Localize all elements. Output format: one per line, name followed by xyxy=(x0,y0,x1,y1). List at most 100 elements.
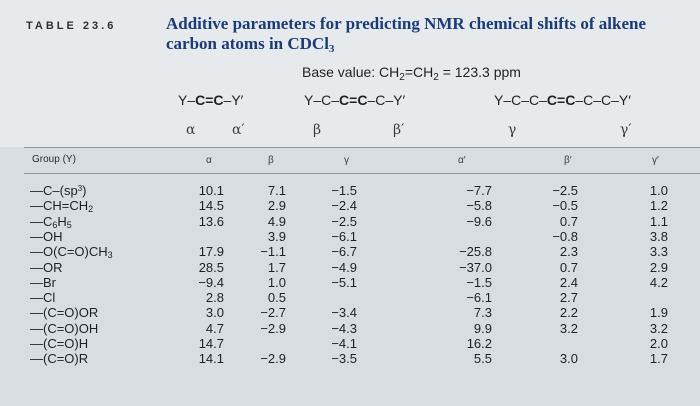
group-cell: —C–(sp3) xyxy=(30,183,86,198)
group-cell: —(C=O)R xyxy=(30,351,88,366)
value-cell: 1.0 xyxy=(267,274,286,290)
value-cell: 4.7 xyxy=(205,320,224,336)
value-cell: 3.9 xyxy=(267,228,286,244)
table-title: Additive parameters for predicting NMR c… xyxy=(166,14,686,55)
title-line-2: carbon atoms in CDCl xyxy=(166,34,329,53)
group-text-base: —(C=O)OR xyxy=(30,305,99,321)
value-cell: −5.8 xyxy=(466,198,492,214)
value-cell: −2.9 xyxy=(260,320,286,336)
table-row: —Br −9.4 1.0 −5.1 −1.5 2.4 4.2 xyxy=(0,274,700,290)
value-cell: 1.7 xyxy=(267,259,286,275)
value-cell: 1.0 xyxy=(649,183,668,198)
table-row: —(C=O)OR 3.0 −2.7 −3.4 7.3 2.2 1.9 xyxy=(0,305,700,321)
value-cell: −9.4 xyxy=(198,274,224,290)
s3-post: –C–C–Y′ xyxy=(575,92,631,108)
base-prefix: Base value: CH xyxy=(302,64,400,80)
table-row: —(C=O)R 14.1 −2.9 −3.5 5.5 3.0 1.7 xyxy=(0,351,700,367)
group-text-mid: H xyxy=(57,213,67,229)
value-cell: −4.1 xyxy=(331,336,357,351)
structure-1: Y–C=C–Y′ xyxy=(178,92,243,108)
s1-post: –Y′ xyxy=(223,92,244,108)
value-cell: −4.9 xyxy=(331,259,357,275)
value-cell: 2.8 xyxy=(205,290,224,306)
value-cell: −5.1 xyxy=(331,274,357,290)
value-cell: −37.0 xyxy=(459,259,492,275)
value-cell: 3.0 xyxy=(559,351,578,367)
table-row: —OH 3.9 −6.1 −0.8 3.8 xyxy=(0,228,700,244)
value-cell: −2.9 xyxy=(260,351,286,367)
group-cell: —OH xyxy=(30,229,63,244)
value-cell: −9.6 xyxy=(466,213,492,229)
column-head-beta-prime: β′ xyxy=(564,155,572,166)
value-cell: 7.3 xyxy=(473,305,492,321)
base-sub-2: 2 xyxy=(433,72,439,83)
value-cell: 3.8 xyxy=(649,228,668,244)
value-cell: 28.5 xyxy=(198,259,224,275)
value-cell: −6.1 xyxy=(466,290,492,306)
value-cell: −3.4 xyxy=(331,305,357,321)
value-cell: 2.3 xyxy=(559,244,578,260)
value-cell: 2.4 xyxy=(559,274,578,290)
group-cell: —C6H5 xyxy=(30,213,72,230)
value-cell: −6.1 xyxy=(331,228,357,244)
column-head-alpha-prime: α′ xyxy=(458,155,466,166)
value-cell: −7.7 xyxy=(466,183,492,198)
greek-label-beta-prime: β′ xyxy=(393,122,405,138)
group-text-base: —C–(sp xyxy=(30,183,78,198)
group-cell: —OR xyxy=(30,260,63,275)
s2-pre: Y–C– xyxy=(304,92,340,108)
value-cell: 4.9 xyxy=(267,213,286,229)
value-cell: 2.9 xyxy=(267,198,286,214)
group-cell: —CH=CH2 xyxy=(30,198,93,214)
value-cell: 3.0 xyxy=(205,305,224,321)
group-cell: —(C=O)OH xyxy=(30,321,98,336)
value-cell: 0.7 xyxy=(559,213,578,229)
group-cell: —O(C=O)CH3 xyxy=(30,244,113,261)
value-cell: −1.1 xyxy=(260,244,286,260)
column-head-beta: β xyxy=(268,155,274,166)
greek-label-gamma: γ xyxy=(508,122,517,138)
table-row: —OR 28.5 1.7 −4.9 −37.0 0.7 2.9 xyxy=(0,259,700,275)
column-head-alpha: α xyxy=(206,155,212,166)
column-head-gamma-prime: γ′ xyxy=(652,155,659,166)
value-cell: −4.3 xyxy=(331,320,357,336)
table-row: —CH=CH2 14.5 2.9 −2.4 −5.8 −0.5 1.2 xyxy=(0,198,700,214)
value-cell: 1.2 xyxy=(649,198,668,214)
base-suffix: = 123.3 ppm xyxy=(438,64,521,80)
table-row: —C6H5 13.6 4.9 −2.5 −9.6 0.7 1.1 xyxy=(0,213,700,230)
value-cell: −2.5 xyxy=(331,213,357,229)
value-cell: 2.0 xyxy=(649,336,668,351)
group-text-sub2: 5 xyxy=(66,219,72,230)
value-cell: 0.5 xyxy=(267,290,286,306)
group-text-sub: 3 xyxy=(107,250,113,261)
value-cell: −2.7 xyxy=(260,305,286,321)
value-cell: −6.7 xyxy=(331,244,357,260)
value-cell: −0.8 xyxy=(552,228,578,244)
group-text-base: —(C=O)R xyxy=(30,351,89,367)
table-row: —O(C=O)CH3 17.9 −1.1 −6.7 −25.8 2.3 3.3 xyxy=(0,244,700,261)
structure-3: Y–C–C–C=C–C–C–Y′ xyxy=(494,92,631,108)
title-line-1: Additive parameters for predicting NMR c… xyxy=(166,14,647,33)
s2-post: –C–Y′ xyxy=(367,92,406,108)
group-text-base: —Br xyxy=(30,274,56,290)
structure-2: Y–C–C=C–C–Y′ xyxy=(304,92,405,108)
table-header xyxy=(0,0,700,147)
value-cell: 9.9 xyxy=(473,320,492,336)
table-row: —(C=O)H 14.7 −4.1 16.2 2.0 xyxy=(0,336,700,351)
group-cell: —(C=O)OR xyxy=(30,305,98,320)
value-cell: 17.9 xyxy=(198,244,224,260)
group-text-base: —C xyxy=(30,213,53,229)
group-cell: —Br xyxy=(30,275,56,290)
table-row: —C–(sp3) 10.1 7.1 −1.5 −7.7 −2.5 1.0 xyxy=(0,183,700,198)
greek-label-alpha: α xyxy=(186,122,196,138)
group-cell: —Cl xyxy=(30,290,55,305)
group-text-base: —O(C=O)CH xyxy=(30,244,108,260)
value-cell: −2.4 xyxy=(331,198,357,214)
group-text-end: ) xyxy=(82,183,87,198)
value-cell: 2.2 xyxy=(559,305,578,321)
value-cell: 4.2 xyxy=(649,274,668,290)
value-cell: −3.5 xyxy=(331,351,357,367)
value-cell: 0.7 xyxy=(559,259,578,275)
value-cell: 3.3 xyxy=(649,244,668,260)
